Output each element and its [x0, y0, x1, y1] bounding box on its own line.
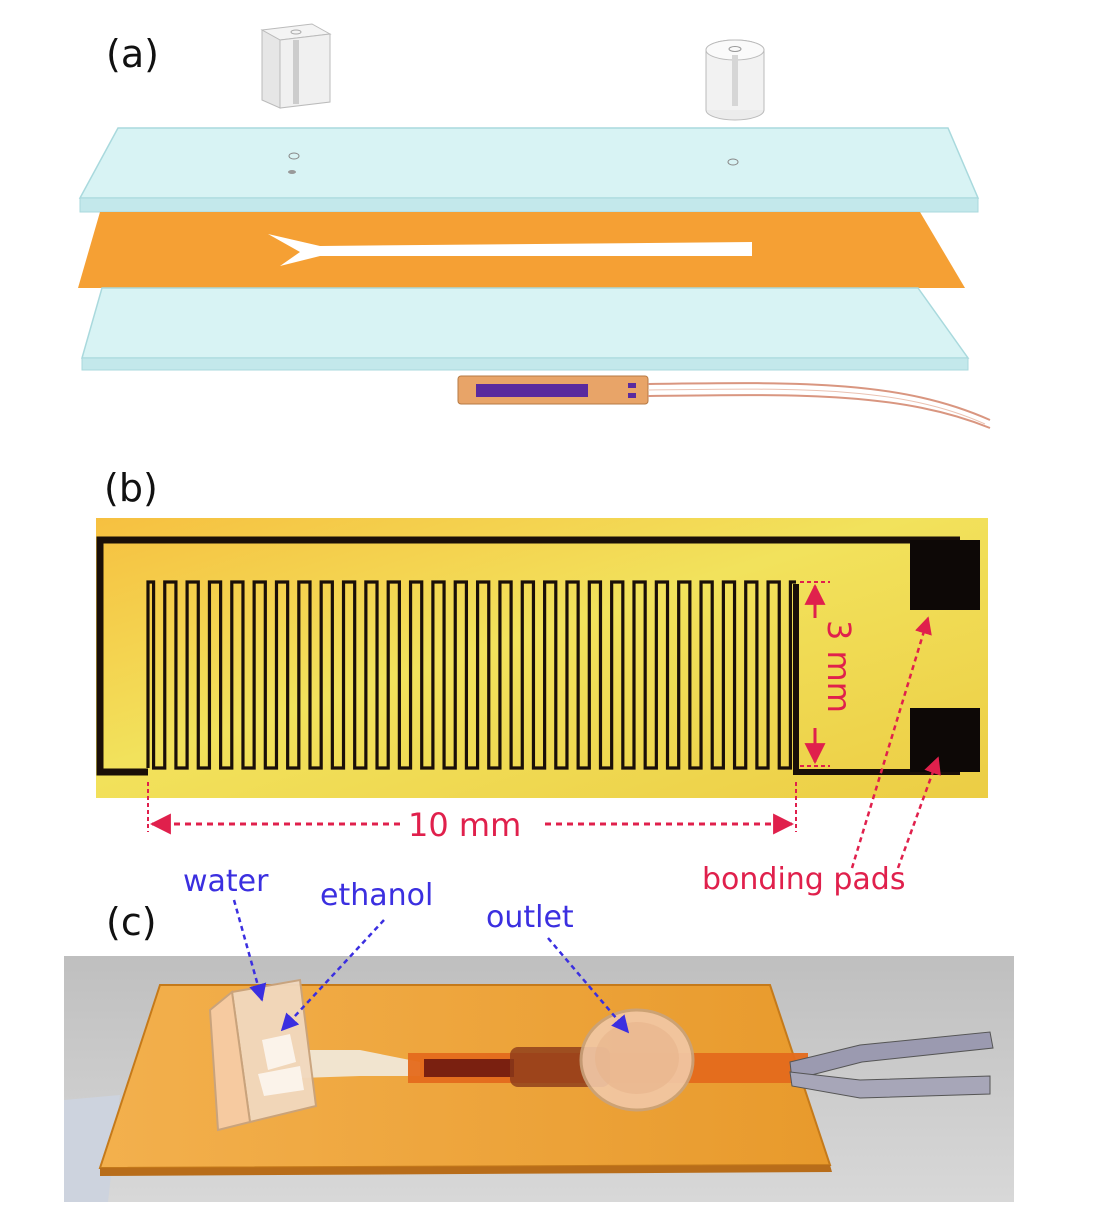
square-connector [260, 23, 332, 109]
kapton-channel-layer [78, 212, 965, 288]
panel-b-label: (b) [104, 466, 158, 510]
outlet-label: outlet [486, 900, 574, 935]
top-glass-slide [78, 127, 980, 213]
dimension-10mm-label: 10 mm [408, 806, 522, 844]
panel-b-heater-photo [96, 518, 988, 869]
bottom-glass-slide [81, 287, 970, 371]
bonding-pads-label: bonding pads [702, 862, 906, 897]
water-label: water [183, 864, 269, 899]
heater-sensor [457, 375, 991, 429]
meander-trace [146, 580, 796, 770]
bonding-pad-top [910, 540, 980, 610]
panel-c-device-photo [64, 899, 1014, 1202]
dimension-3mm-label: 3 mm [820, 620, 858, 713]
panel-a-label: (a) [106, 32, 159, 76]
bonding-pad-bottom [910, 708, 980, 772]
panel-a-diagram [78, 23, 991, 429]
ethanol-label: ethanol [320, 878, 434, 913]
panel-c-label: (c) [106, 900, 157, 944]
heater-meander [146, 580, 796, 770]
round-connector [705, 39, 765, 121]
